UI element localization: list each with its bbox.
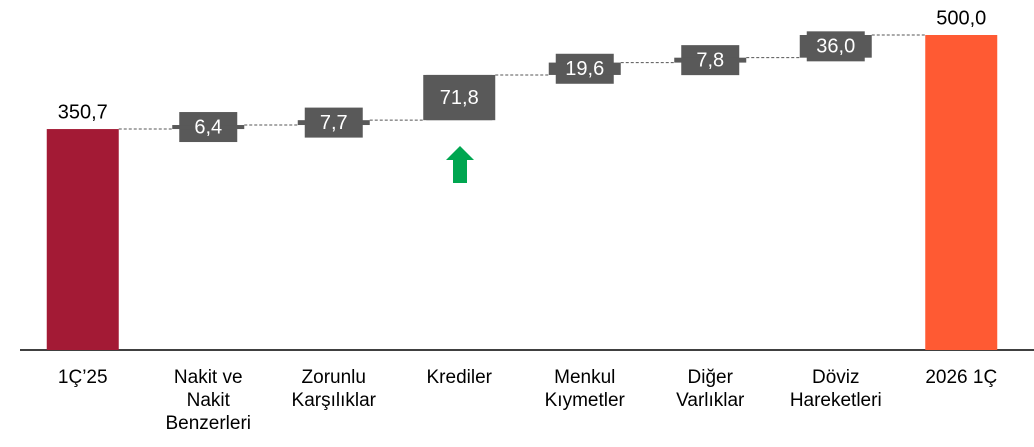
bar xyxy=(297,120,370,126)
x-tick-line: Benzerleri xyxy=(165,413,251,434)
x-tick-label: Nakit ve Nakit Benzerleri xyxy=(165,367,251,434)
x-tick-line: Döviz xyxy=(812,367,860,388)
x-tick-line: Zorunlu xyxy=(302,367,366,388)
bar xyxy=(548,62,621,75)
x-tick-line: Diğer xyxy=(688,367,734,388)
value-label: 350,7 xyxy=(58,101,108,123)
x-tick-line: Kıymetler xyxy=(545,390,626,411)
x-tick-label: Krediler xyxy=(427,367,493,388)
bar xyxy=(423,74,496,121)
value-label: 36,0 xyxy=(816,36,855,58)
x-tick-line: Menkul xyxy=(554,367,615,388)
x-tick-label: Diğer Varlıklar xyxy=(676,367,745,411)
x-tick-line: Nakit xyxy=(187,390,231,411)
value-label: 19,6 xyxy=(565,58,604,80)
x-tick-label: 2026 1Ç xyxy=(925,367,997,388)
x-tick-line: 2026 1Ç xyxy=(925,367,997,388)
value-label: 500,0 xyxy=(936,7,986,29)
x-tick-label: Zorunlu Karşılıklar xyxy=(292,367,377,411)
x-tick-line: Karşılıklar xyxy=(292,390,377,411)
x-tick-line: Varlıklar xyxy=(676,390,745,411)
value-label: 7,8 xyxy=(696,49,724,71)
value-label: 7,7 xyxy=(320,112,348,134)
bar xyxy=(172,125,245,130)
bar xyxy=(925,35,998,350)
x-tick-label: 1Ç’25 xyxy=(58,367,108,388)
up-arrow xyxy=(446,146,474,183)
bar xyxy=(674,57,747,63)
value-label: 71,8 xyxy=(440,87,479,109)
x-tick-line: Nakit ve xyxy=(174,367,243,388)
x-tick-label: Döviz Hareketleri xyxy=(790,367,882,411)
x-tick-line: Hareketleri xyxy=(790,390,882,411)
x-tick-line: 1Ç’25 xyxy=(58,367,108,388)
bar xyxy=(46,129,119,350)
x-tick-label: Menkul Kıymetler xyxy=(545,367,626,411)
value-label: 6,4 xyxy=(194,116,222,138)
x-tick-line: Krediler xyxy=(427,367,493,388)
bar xyxy=(799,35,872,58)
